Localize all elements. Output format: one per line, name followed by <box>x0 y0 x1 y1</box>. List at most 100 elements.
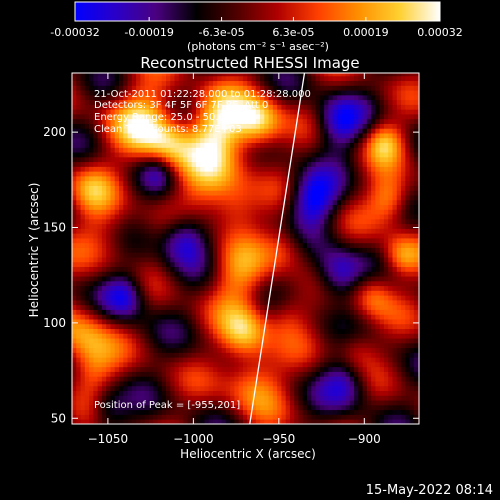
heatmap-cell <box>230 304 235 310</box>
heatmap-cell <box>178 333 184 339</box>
heatmap-cell <box>136 352 141 358</box>
heatmap-cell <box>289 90 295 96</box>
heatmap-cell <box>251 252 257 258</box>
heatmap-cell <box>183 90 188 96</box>
heatmap-cell <box>251 75 257 82</box>
heatmap-cell <box>178 300 184 306</box>
heatmap-cell <box>127 190 133 196</box>
heatmap-cell <box>136 304 141 310</box>
heatmap-cell <box>157 228 163 234</box>
heatmap-cell <box>204 104 210 110</box>
heatmap-cell <box>97 276 103 282</box>
heatmap-cell <box>341 290 346 296</box>
heatmap-cell <box>247 395 252 401</box>
heatmap-cell <box>319 390 325 396</box>
heatmap-cell <box>140 180 146 186</box>
heatmap-cell <box>153 123 158 129</box>
heatmap-cell <box>230 419 235 424</box>
heatmap-cell <box>349 381 355 387</box>
heatmap-cell <box>277 176 282 182</box>
heatmap-cell <box>349 128 355 134</box>
heatmap-cell <box>195 99 201 105</box>
heatmap-cell <box>140 123 146 129</box>
heatmap-cell <box>221 362 227 368</box>
heatmap-cell <box>328 85 334 91</box>
heatmap-cell <box>277 75 282 82</box>
heatmap-cell <box>234 276 240 282</box>
heatmap-cell <box>174 304 180 310</box>
heatmap-cell <box>157 319 163 325</box>
heatmap-cell <box>136 395 141 401</box>
heatmap-cell <box>200 73 205 77</box>
heatmap-cell <box>302 309 308 315</box>
heatmap-cell <box>148 209 154 215</box>
heatmap-cell <box>106 218 111 225</box>
heatmap-cell <box>183 366 188 372</box>
heatmap-cell <box>208 404 214 411</box>
heatmap-cell <box>119 180 124 186</box>
heatmap-cell <box>285 290 291 296</box>
heatmap-cell <box>328 390 334 396</box>
heatmap-cell <box>221 223 227 229</box>
heatmap-cell <box>358 376 363 382</box>
heatmap-cell <box>114 404 120 411</box>
heatmap-cell <box>302 114 308 120</box>
heatmap-cell <box>328 156 334 163</box>
heatmap-cell <box>221 85 227 91</box>
heatmap-cell <box>268 142 274 148</box>
heatmap-cell <box>76 123 81 129</box>
heatmap-cell <box>217 276 222 282</box>
heatmap-cell <box>183 257 188 263</box>
heatmap-cell <box>298 290 304 296</box>
heatmap-cell <box>166 280 171 287</box>
heatmap-cell <box>336 128 342 134</box>
heatmap-cell <box>200 362 205 368</box>
heatmap-cell <box>319 314 325 320</box>
heatmap-cell <box>76 409 81 415</box>
heatmap-cell <box>345 99 351 105</box>
heatmap-cell <box>221 147 227 153</box>
heatmap-cell <box>315 80 321 86</box>
heatmap-cell <box>345 195 351 201</box>
heatmap-cell <box>144 409 150 415</box>
heatmap-cell <box>161 228 167 234</box>
heatmap-cell <box>302 176 308 182</box>
heatmap-cell <box>307 171 312 177</box>
heatmap-cell <box>349 73 355 77</box>
heatmap-cell <box>208 381 214 387</box>
heatmap-cell <box>106 290 111 296</box>
heatmap-cell <box>127 247 133 253</box>
heatmap-cell <box>349 137 355 144</box>
heatmap-cell <box>89 214 94 220</box>
heatmap-cell <box>311 304 316 310</box>
heatmap-cell <box>221 271 227 277</box>
heatmap-cell <box>255 223 261 229</box>
heatmap-cell <box>166 357 171 363</box>
heatmap-cell <box>101 133 107 139</box>
heatmap-cell <box>285 285 291 291</box>
heatmap-cell <box>230 118 235 124</box>
heatmap-cell <box>332 161 338 167</box>
heatmap-cell <box>72 142 77 148</box>
heatmap-cell <box>183 352 188 358</box>
heatmap-cell <box>191 419 197 424</box>
heatmap-cell <box>148 228 154 234</box>
heatmap-cell <box>294 390 299 396</box>
heatmap-cell <box>144 180 150 186</box>
heatmap-cell <box>76 85 81 91</box>
heatmap-cell <box>285 390 291 396</box>
heatmap-cell <box>106 338 111 344</box>
heatmap-cell <box>260 347 265 353</box>
heatmap-cell <box>166 195 171 201</box>
heatmap-cell <box>114 199 120 206</box>
heatmap-cell <box>195 342 201 349</box>
heatmap-cell <box>148 147 154 153</box>
heatmap-cell <box>195 385 201 392</box>
heatmap-cell <box>166 252 171 258</box>
heatmap-cell <box>97 128 103 134</box>
heatmap-cell <box>294 214 299 220</box>
heatmap-cell <box>131 385 137 392</box>
heatmap-cell <box>174 271 180 277</box>
heatmap-cell <box>336 309 342 315</box>
heatmap-cell <box>251 99 257 105</box>
